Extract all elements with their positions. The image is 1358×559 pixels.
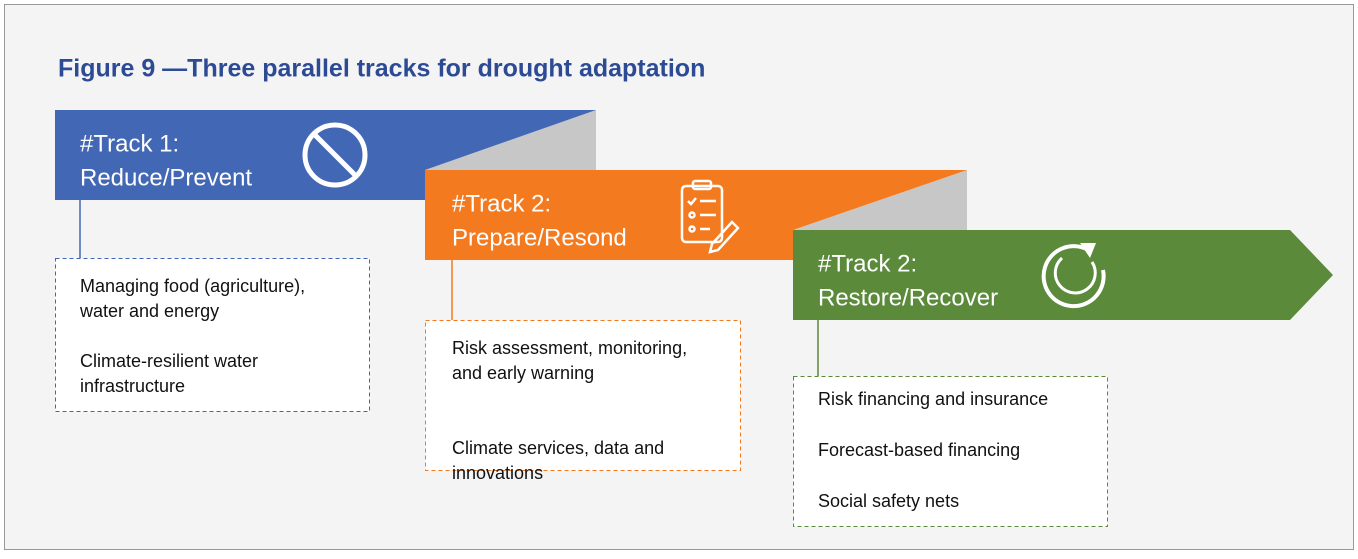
item-box [425, 320, 741, 471]
item-text: Climate services, data and [452, 438, 664, 458]
track-band [793, 230, 1333, 320]
track-band [55, 110, 596, 200]
item-text: infrastructure [80, 376, 185, 396]
item-text: Risk financing and insurance [818, 389, 1048, 409]
prohibit-icon [302, 122, 368, 188]
item-text: Managing food (agriculture), [80, 276, 305, 296]
item-text: and early warning [452, 363, 594, 383]
checklist-icon [680, 179, 740, 254]
track-label: Reduce/Prevent [80, 164, 252, 191]
item-box [55, 258, 370, 412]
title: Figure 9 —Three parallel tracks for drou… [58, 55, 705, 83]
item-text: Forecast-based financing [818, 440, 1020, 460]
item-text: Climate-resilient water [80, 351, 258, 371]
recover-icon [1041, 243, 1106, 309]
item-text: water and energy [79, 301, 219, 321]
track-label: #Track 2: [818, 250, 917, 277]
item-text: Social safety nets [818, 491, 959, 511]
item-box [793, 376, 1108, 527]
track-label: Restore/Recover [818, 284, 998, 311]
item-text: Risk assessment, monitoring, [452, 338, 687, 358]
track-band [425, 170, 967, 260]
track-label: #Track 2: [452, 190, 551, 217]
item-text: innovations [452, 463, 543, 483]
track-label: #Track 1: [80, 130, 179, 157]
track-label: Prepare/Resond [452, 224, 627, 251]
